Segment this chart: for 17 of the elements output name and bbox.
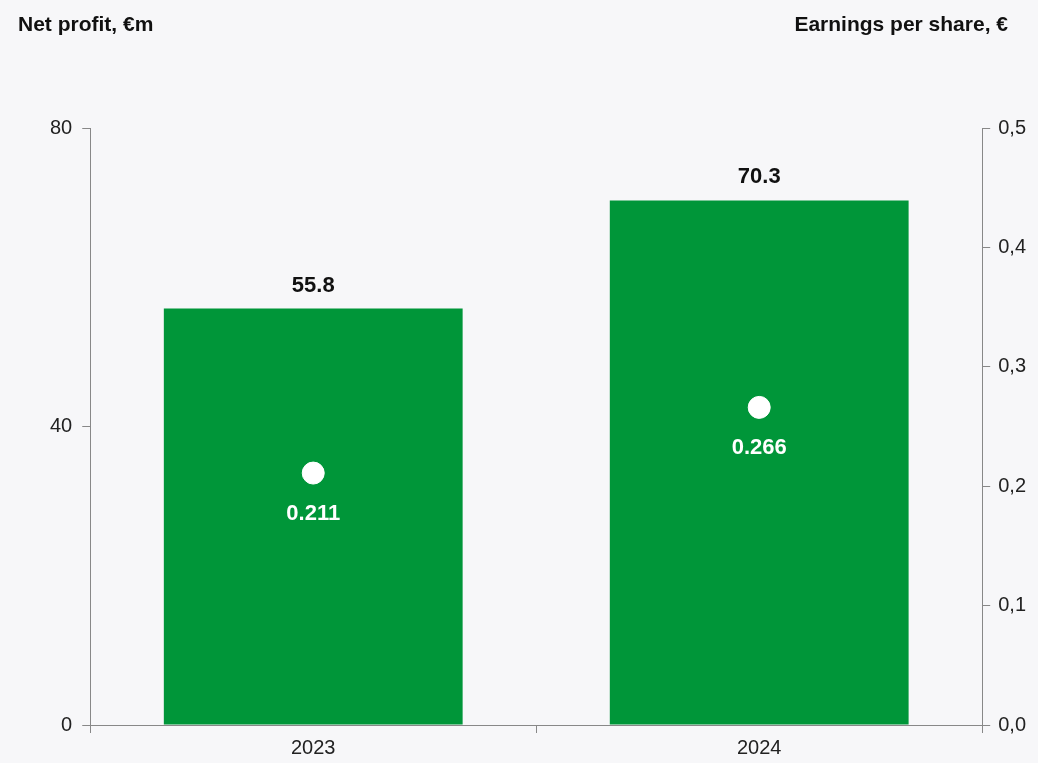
y2-tick-label: 0,4 xyxy=(998,234,1027,257)
data-label: 0.211 xyxy=(286,500,341,526)
y2-tick-label: 0,0 xyxy=(998,712,1027,735)
x-tick-label: 2023 xyxy=(290,735,336,758)
y2-tick-label: 0,3 xyxy=(998,354,1027,377)
data-label: 0.266 xyxy=(731,434,787,460)
x-tick-label: 2024 xyxy=(736,735,782,758)
y-tick-label: 0 xyxy=(61,712,73,735)
y-tick-label: 40 xyxy=(50,414,73,437)
y2-axis-title: Earnings per share, € xyxy=(794,12,1008,36)
data-label: 70.3 xyxy=(737,163,781,189)
y2-tick-label: 0,2 xyxy=(998,473,1027,496)
y-axis-title: Net profit, €m xyxy=(18,12,154,36)
y2-tick-label: 0,5 xyxy=(998,115,1027,138)
data-label: 55.8 xyxy=(291,271,335,297)
y-tick-label: 80 xyxy=(50,115,73,138)
y2-tick-label: 0,1 xyxy=(998,593,1027,616)
